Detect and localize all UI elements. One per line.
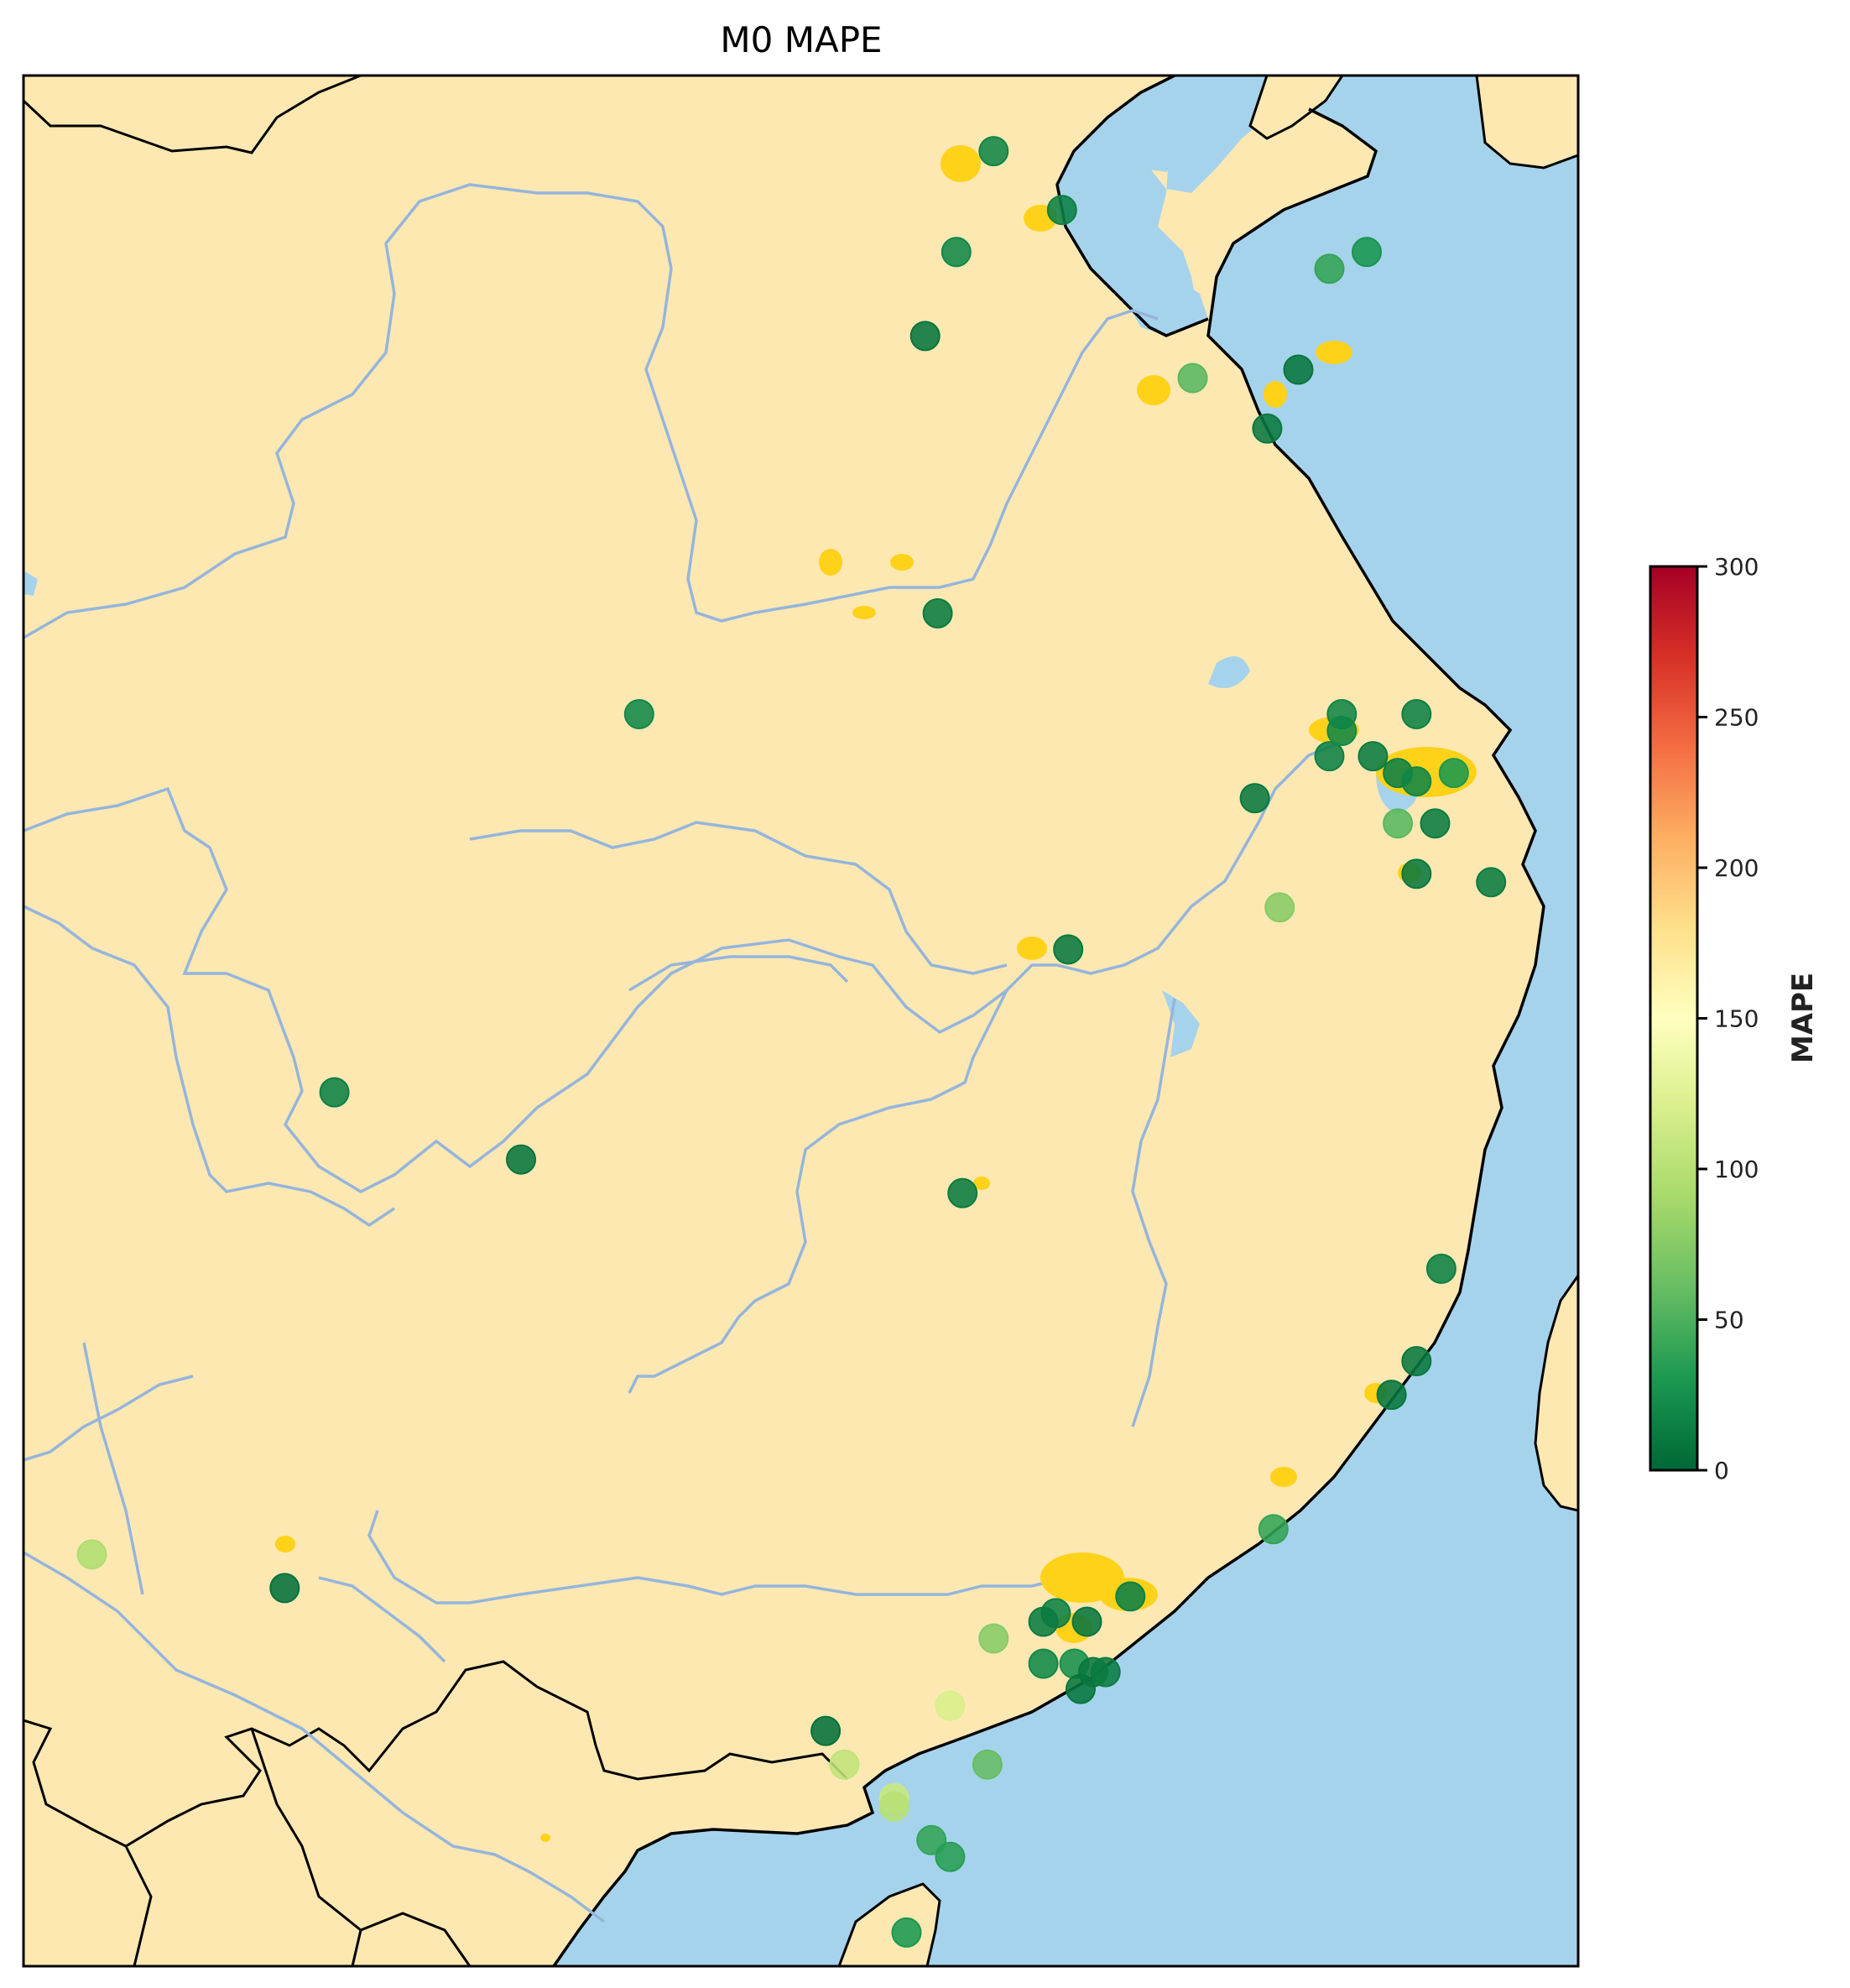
lake-qinghai: [23, 571, 38, 596]
station-point: [1383, 808, 1414, 839]
colorbar-ticks: 0 50 100 150 200 250 300: [1697, 553, 1759, 1484]
north-bay: [1057, 76, 1267, 336]
station-point: [269, 1573, 300, 1604]
station-points: [76, 136, 1507, 1948]
station-point: [922, 597, 953, 629]
station-point: [1420, 808, 1451, 839]
border-laos: [124, 1845, 362, 1966]
station-point: [1046, 195, 1077, 226]
station-point: [978, 136, 1009, 167]
station-point: [1425, 1253, 1457, 1284]
station-point: [623, 699, 654, 729]
station-point: [1028, 1648, 1059, 1679]
station-point: [909, 321, 941, 352]
lake-poyang: [1162, 990, 1200, 1057]
colorbar-label: MAPE: [1786, 973, 1820, 1063]
map-frame: [22, 74, 1580, 1968]
colorbar-tick-label: 300: [1714, 553, 1759, 581]
station-point: [1258, 1514, 1289, 1545]
station-point: [941, 237, 972, 268]
station-point: [1401, 766, 1432, 797]
colorbar-tick-label: 50: [1714, 1307, 1744, 1334]
station-point: [1314, 741, 1345, 772]
station-point: [1314, 253, 1345, 284]
station-point: [1401, 858, 1432, 890]
rivers: [23, 183, 1352, 1923]
station-point: [1376, 1380, 1407, 1411]
station-point: [947, 1177, 978, 1208]
coastline: [552, 76, 1545, 1966]
station-point: [1066, 1673, 1096, 1704]
station-point: [829, 1749, 860, 1780]
liaodong-land: [1248, 76, 1344, 140]
colorbar: 0 50 100 150 200 250 300 MAPE: [1649, 553, 1820, 1484]
station-point: [1283, 354, 1314, 385]
map-area: [23, 76, 1578, 1966]
taiwan-island: [1534, 1273, 1578, 1512]
hainan-island: [837, 1882, 941, 1966]
station-point: [1438, 758, 1469, 789]
station-point: [891, 1917, 922, 1948]
colorbar-tick-label: 100: [1714, 1156, 1759, 1183]
station-point: [1264, 892, 1295, 923]
station-point: [1401, 1346, 1432, 1376]
station-point: [878, 1791, 909, 1822]
station-point: [319, 1077, 350, 1108]
colorbar-tick-label: 0: [1714, 1457, 1729, 1484]
station-point: [972, 1749, 1003, 1780]
station-point: [1252, 413, 1283, 444]
station-point: [1401, 699, 1432, 729]
station-point: [1090, 1657, 1121, 1688]
colorbar-tick-label: 200: [1714, 854, 1759, 882]
station-point: [1476, 867, 1507, 898]
station-point: [1053, 934, 1084, 965]
station-point: [506, 1144, 536, 1175]
station-point: [1358, 741, 1389, 772]
station-point: [76, 1539, 107, 1570]
colorbar-tick-label: 250: [1714, 704, 1759, 732]
station-point: [1177, 363, 1208, 394]
station-point: [1239, 783, 1270, 814]
station-point: [1028, 1606, 1059, 1637]
sea: [554, 76, 1578, 1966]
map-title: M0 MAPE: [720, 19, 882, 60]
border-north: [23, 76, 362, 154]
colorbar-tick-label: 150: [1714, 1005, 1759, 1033]
station-point: [810, 1715, 842, 1746]
station-point: [1326, 699, 1358, 729]
station-point: [978, 1623, 1009, 1654]
station-point: [1115, 1581, 1146, 1612]
korea-land: [1475, 76, 1578, 170]
station-point: [935, 1841, 966, 1872]
station-point: [1071, 1606, 1102, 1637]
lake-hongze: [1208, 656, 1250, 688]
station-point: [935, 1690, 966, 1721]
colorbar-gradient: [1649, 565, 1699, 1472]
station-point: [1352, 237, 1382, 268]
